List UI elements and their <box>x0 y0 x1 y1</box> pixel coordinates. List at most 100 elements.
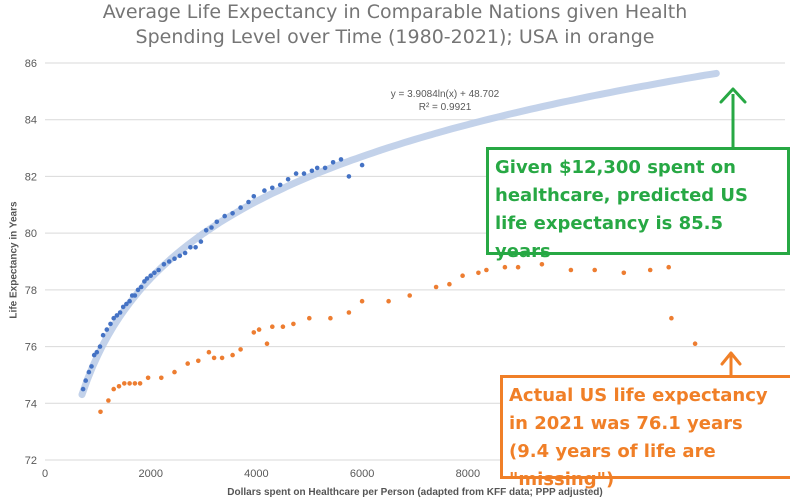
usa-point <box>219 355 225 361</box>
usa-point <box>116 384 122 389</box>
y-tick-label: 80 <box>25 228 37 240</box>
orange-arrow-head <box>720 351 742 366</box>
usa-point <box>137 381 143 386</box>
x-tick-label: 6000 <box>350 468 374 480</box>
comparable-nations-point <box>111 315 116 321</box>
usa-point <box>196 358 201 364</box>
usa-point <box>206 349 212 355</box>
comparable-nations-point <box>156 267 161 273</box>
comparable-nations-point <box>135 287 141 293</box>
usa-point <box>122 381 127 386</box>
trendline-equation: y = 3.9084ln(x) + 48.702 <box>391 89 500 100</box>
comparable-nations-point <box>246 199 251 205</box>
comparable-nations-point <box>301 171 307 176</box>
usa-point <box>145 375 151 381</box>
comparable-nations-point <box>338 157 344 162</box>
comparable-nations-point <box>238 205 243 210</box>
x-tick-label: 4000 <box>244 468 268 480</box>
usa-point <box>666 264 671 270</box>
usa-point <box>621 270 627 276</box>
usa-point <box>484 267 489 273</box>
comparable-nations-point <box>314 165 320 171</box>
comparable-nations-point <box>270 185 275 191</box>
comparable-nations-point <box>182 250 188 256</box>
usa-point <box>127 381 132 386</box>
usa-point <box>328 315 333 321</box>
comparable-nations-point <box>86 369 92 375</box>
y-tick-label: 76 <box>25 342 37 354</box>
usa-point <box>132 381 138 386</box>
y-tick-label: 84 <box>25 115 37 127</box>
comparable-nations-point <box>124 301 129 307</box>
usa-point <box>592 267 597 273</box>
y-tick-label: 78 <box>25 285 37 297</box>
usa-point <box>476 270 481 276</box>
usa-point <box>515 264 521 270</box>
actual-life-expectancy-annotation: Actual US life expectancy in 2021 was 76… <box>500 375 790 490</box>
comparable-nations-point <box>83 378 88 383</box>
comparable-nations-point <box>120 304 126 310</box>
x-axis-label: Dollars spent on Healthcare per Person (… <box>227 487 603 498</box>
usa-point <box>280 324 286 330</box>
usa-point <box>346 310 352 315</box>
usa-point <box>669 315 674 321</box>
chart-title-line-2: Spending Level over Time (1980-2021); US… <box>135 26 655 48</box>
comparable-nations-point <box>309 168 315 174</box>
comparable-nations-point <box>262 188 267 193</box>
usa-point <box>211 355 217 361</box>
comparable-nations-point <box>108 321 113 327</box>
predicted-life-expectancy-annotation: Given $12,300 spent on healthcare, predi… <box>486 147 790 262</box>
comparable-nations-point <box>114 313 120 318</box>
usa-point <box>359 298 365 304</box>
usa-point <box>238 347 243 352</box>
comparable-nations-point <box>148 273 153 279</box>
y-axis-label: Life Expectancy in Years <box>8 201 20 319</box>
comparable-nations-point <box>177 253 183 259</box>
usa-point <box>407 293 413 298</box>
comparable-nations-point <box>277 182 283 188</box>
comparable-nations-point <box>166 259 172 264</box>
comparable-nations-point <box>322 165 328 171</box>
comparable-nations-point <box>89 364 94 369</box>
comparable-nations-point <box>172 256 177 262</box>
usa-point <box>111 386 116 392</box>
y-tick-label: 72 <box>25 455 37 467</box>
comparable-nations-point <box>214 219 220 225</box>
chart-title-line-1: Average Life Expectancy in Comparable Na… <box>102 1 688 23</box>
comparable-nations-point <box>188 245 193 250</box>
usa-point <box>106 398 111 403</box>
usa-point <box>159 375 164 381</box>
usa-point <box>539 262 545 267</box>
y-tick-label: 74 <box>25 398 37 410</box>
x-tick-label: 8000 <box>456 468 480 480</box>
usa-point <box>692 341 698 347</box>
comparable-nations-point <box>285 177 291 182</box>
comparable-nations-point <box>104 327 110 332</box>
comparable-nations-point <box>198 239 204 244</box>
comparable-nations-point <box>161 262 167 267</box>
comparable-nations-point <box>222 213 227 219</box>
usa-point <box>264 341 270 347</box>
usa-point <box>291 321 296 327</box>
green-arrow-head <box>719 87 747 104</box>
usa-point <box>568 267 574 273</box>
comparable-nations-point <box>94 349 100 355</box>
comparable-nations-point <box>117 310 123 315</box>
usa-point <box>433 284 439 290</box>
usa-point <box>98 409 103 415</box>
usa-point <box>386 298 391 304</box>
usa-point <box>270 324 275 330</box>
usa-point <box>185 361 190 366</box>
usa-point <box>172 369 177 375</box>
usa-point <box>447 281 452 287</box>
comparable-nations-point <box>359 162 365 168</box>
x-tick-label: 2000 <box>138 468 162 480</box>
usa-point <box>647 267 653 273</box>
comparable-nations-point <box>80 386 86 392</box>
comparable-nations-point <box>203 228 209 233</box>
comparable-nations-point <box>209 225 214 230</box>
usa-point <box>307 315 312 321</box>
usa-point <box>251 330 257 335</box>
x-tick-label: 0 <box>42 468 48 480</box>
